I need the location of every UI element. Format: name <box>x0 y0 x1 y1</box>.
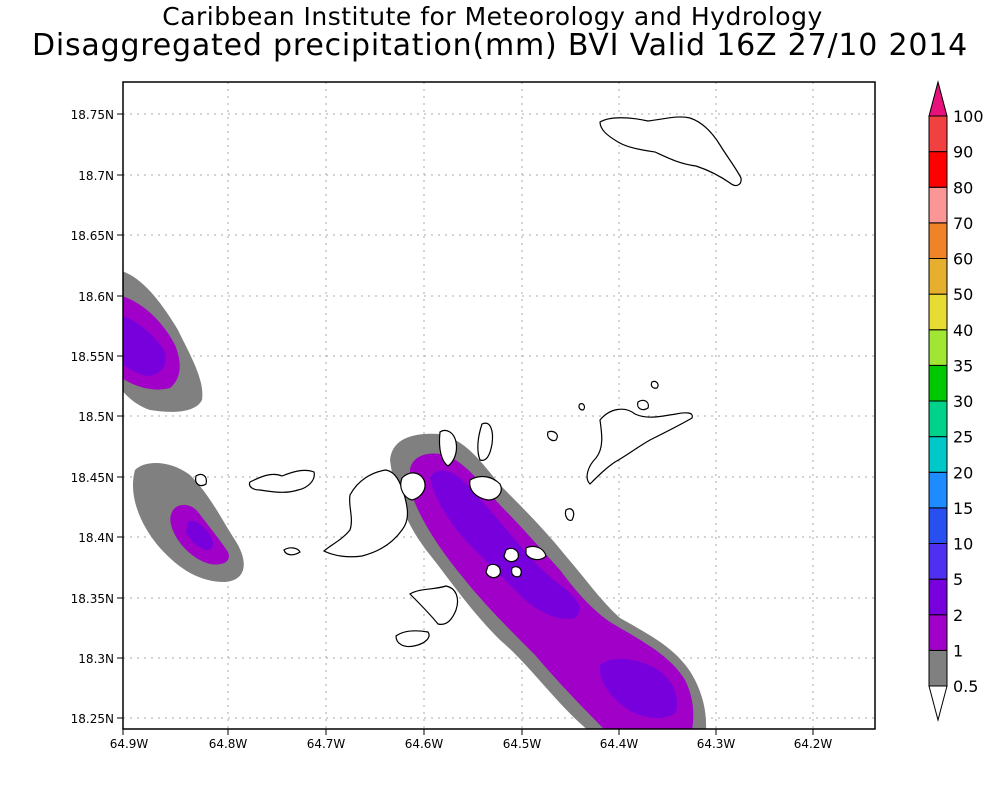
x-tick-label: 64.9W <box>110 737 149 751</box>
y-tick-label: 18.65N <box>71 229 114 243</box>
y-tick-label: 18.55N <box>71 350 114 364</box>
x-tick-label: 64.8W <box>209 737 248 751</box>
plot-frame <box>122 81 876 730</box>
colorbar-segment <box>928 614 948 651</box>
island-islet-west <box>283 547 301 556</box>
colorbar-level-label: 15 <box>953 499 973 518</box>
x-tick-label: 64.4W <box>600 737 639 751</box>
precip-region-se-max <box>430 470 580 619</box>
y-tick-label: 18.75N <box>71 108 114 122</box>
coastlines <box>195 116 742 648</box>
y-axis-labels: 18.75N 18.7N 18.65N 18.6N 18.55N 18.5N 1… <box>71 108 114 726</box>
colorbar-segment <box>928 222 948 259</box>
colorbar-level-label: 35 <box>953 356 973 375</box>
y-tick-label: 18.45N <box>71 471 114 485</box>
colorbar-segment <box>928 578 948 616</box>
x-axis-labels: 64.9W 64.8W 64.7W 64.6W 64.5W 64.4W 64.3… <box>110 737 833 751</box>
colorbar-level-label: 5 <box>953 570 963 589</box>
colorbar-level-label: 60 <box>953 250 973 269</box>
x-tick-label: 64.6W <box>405 737 444 751</box>
island-salt <box>525 545 547 561</box>
island-islet-sw <box>195 473 207 487</box>
colorbar-level-label: 30 <box>953 392 973 411</box>
island-jost-van-dyke <box>248 469 315 493</box>
colorbar-level-label: 10 <box>953 535 973 554</box>
colorbar-segment <box>928 436 948 473</box>
colorbar-level-label: 70 <box>953 214 973 233</box>
colorbar-level-label: 20 <box>953 463 973 482</box>
colorbar-level-label: 25 <box>953 428 973 447</box>
island-islet-e <box>564 508 575 521</box>
island-virgin-gorda <box>586 408 693 485</box>
island-islet-mid <box>547 430 558 442</box>
colorbar-level-label: 50 <box>953 285 973 304</box>
precip-region-sw-max <box>186 520 214 550</box>
y-tick-label: 18.6N <box>78 290 114 304</box>
island-beef <box>400 472 426 501</box>
figure-title: Caribbean Institute for Meteorology and … <box>162 2 823 31</box>
colorbar-segment <box>928 258 948 295</box>
island-cooper <box>503 547 519 563</box>
colorbar-segment <box>928 115 948 153</box>
island-peter <box>485 563 501 579</box>
colorbar-level-label: 1 <box>953 641 963 660</box>
colorbar-segment <box>928 649 948 687</box>
tick-marks <box>117 113 814 735</box>
y-tick-label: 18.7N <box>78 169 114 183</box>
island-camanoe <box>477 422 494 461</box>
colorbar-segment <box>928 543 948 580</box>
colorbar-segment <box>928 329 948 366</box>
x-tick-label: 64.3W <box>697 737 736 751</box>
x-tick-label: 64.2W <box>794 737 833 751</box>
precipitation-field <box>123 271 707 729</box>
colorbar-segment <box>928 507 948 544</box>
island-cay-2 <box>650 380 659 389</box>
island-ginger <box>511 566 522 578</box>
colorbar-under-arrow <box>928 685 948 722</box>
colorbar-level-label: 100 <box>953 107 984 126</box>
colorbar-segment <box>928 400 948 438</box>
y-tick-label: 18.35N <box>71 592 114 606</box>
colorbar-over-arrow <box>928 80 948 117</box>
colorbar-segment <box>928 151 948 188</box>
island-anegada <box>599 116 742 187</box>
colorbar-level-label: 40 <box>953 321 973 340</box>
y-tick-label: 18.4N <box>78 531 114 545</box>
x-tick-label: 64.5W <box>503 737 542 751</box>
colorbar-segment <box>928 471 948 509</box>
island-tortola <box>322 469 409 558</box>
precip-region-se-max2 <box>599 658 678 718</box>
precip-region-nw-max <box>123 316 166 376</box>
colorbar-level-label: 0.5 <box>953 677 978 696</box>
y-tick-label: 18.25N <box>71 712 114 726</box>
y-tick-label: 18.5N <box>78 410 114 424</box>
colorbar-level-label: 80 <box>953 178 973 197</box>
colorbar-segment <box>928 186 948 224</box>
colorbar-segment <box>928 364 948 402</box>
y-tick-label: 18.3N <box>78 652 114 666</box>
colorbar-segment <box>928 293 948 331</box>
island-islet-n <box>578 403 586 411</box>
island-st-thomas <box>395 630 430 648</box>
island-cay-1 <box>637 399 649 411</box>
x-tick-label: 64.7W <box>307 737 346 751</box>
island-st-john <box>409 585 459 625</box>
figure-subtitle: Disaggregated precipitation(mm) BVI Vali… <box>31 28 969 63</box>
colorbar-level-label: 2 <box>953 606 963 625</box>
island-guana <box>438 429 458 467</box>
island-scrub <box>469 475 502 501</box>
colorbar-level-label: 90 <box>953 143 973 162</box>
